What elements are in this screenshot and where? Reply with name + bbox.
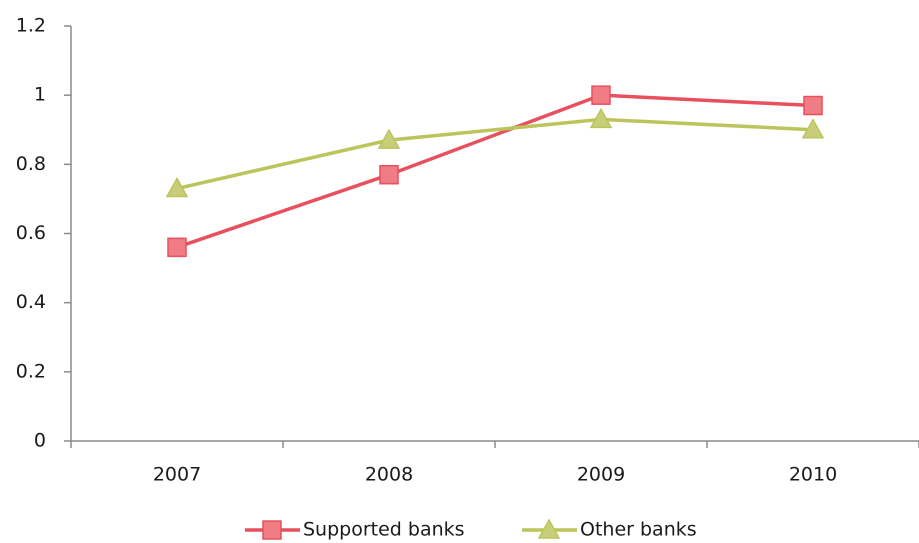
y-tick-label: 0.8 bbox=[16, 153, 46, 175]
x-tick-label: 2007 bbox=[153, 464, 201, 486]
legend-marker bbox=[537, 518, 561, 539]
x-tick-label: 2010 bbox=[789, 464, 837, 486]
data-point bbox=[803, 95, 823, 116]
series-line bbox=[176, 93, 814, 249]
y-tick-label: 0.6 bbox=[16, 222, 46, 244]
x-tick-label: 2008 bbox=[365, 464, 413, 486]
data-point bbox=[379, 164, 399, 185]
legend-label: Supported banks bbox=[303, 519, 465, 541]
y-tick-label: 1.2 bbox=[16, 15, 46, 37]
data-point bbox=[165, 176, 189, 198]
data-point bbox=[167, 237, 187, 258]
data-point bbox=[591, 85, 611, 105]
y-tick-label: 0.4 bbox=[16, 291, 46, 313]
y-tick-label: 0 bbox=[34, 430, 46, 452]
y-tick-label: 1 bbox=[34, 84, 46, 106]
data-point bbox=[801, 118, 825, 139]
data-point bbox=[589, 107, 613, 129]
series-line bbox=[176, 117, 814, 191]
x-tick-label: 2009 bbox=[577, 464, 625, 486]
data-point bbox=[377, 128, 401, 149]
legend-label: Other banks bbox=[580, 519, 697, 541]
legend-marker bbox=[262, 520, 282, 540]
y-tick-label: 0.2 bbox=[16, 360, 46, 382]
